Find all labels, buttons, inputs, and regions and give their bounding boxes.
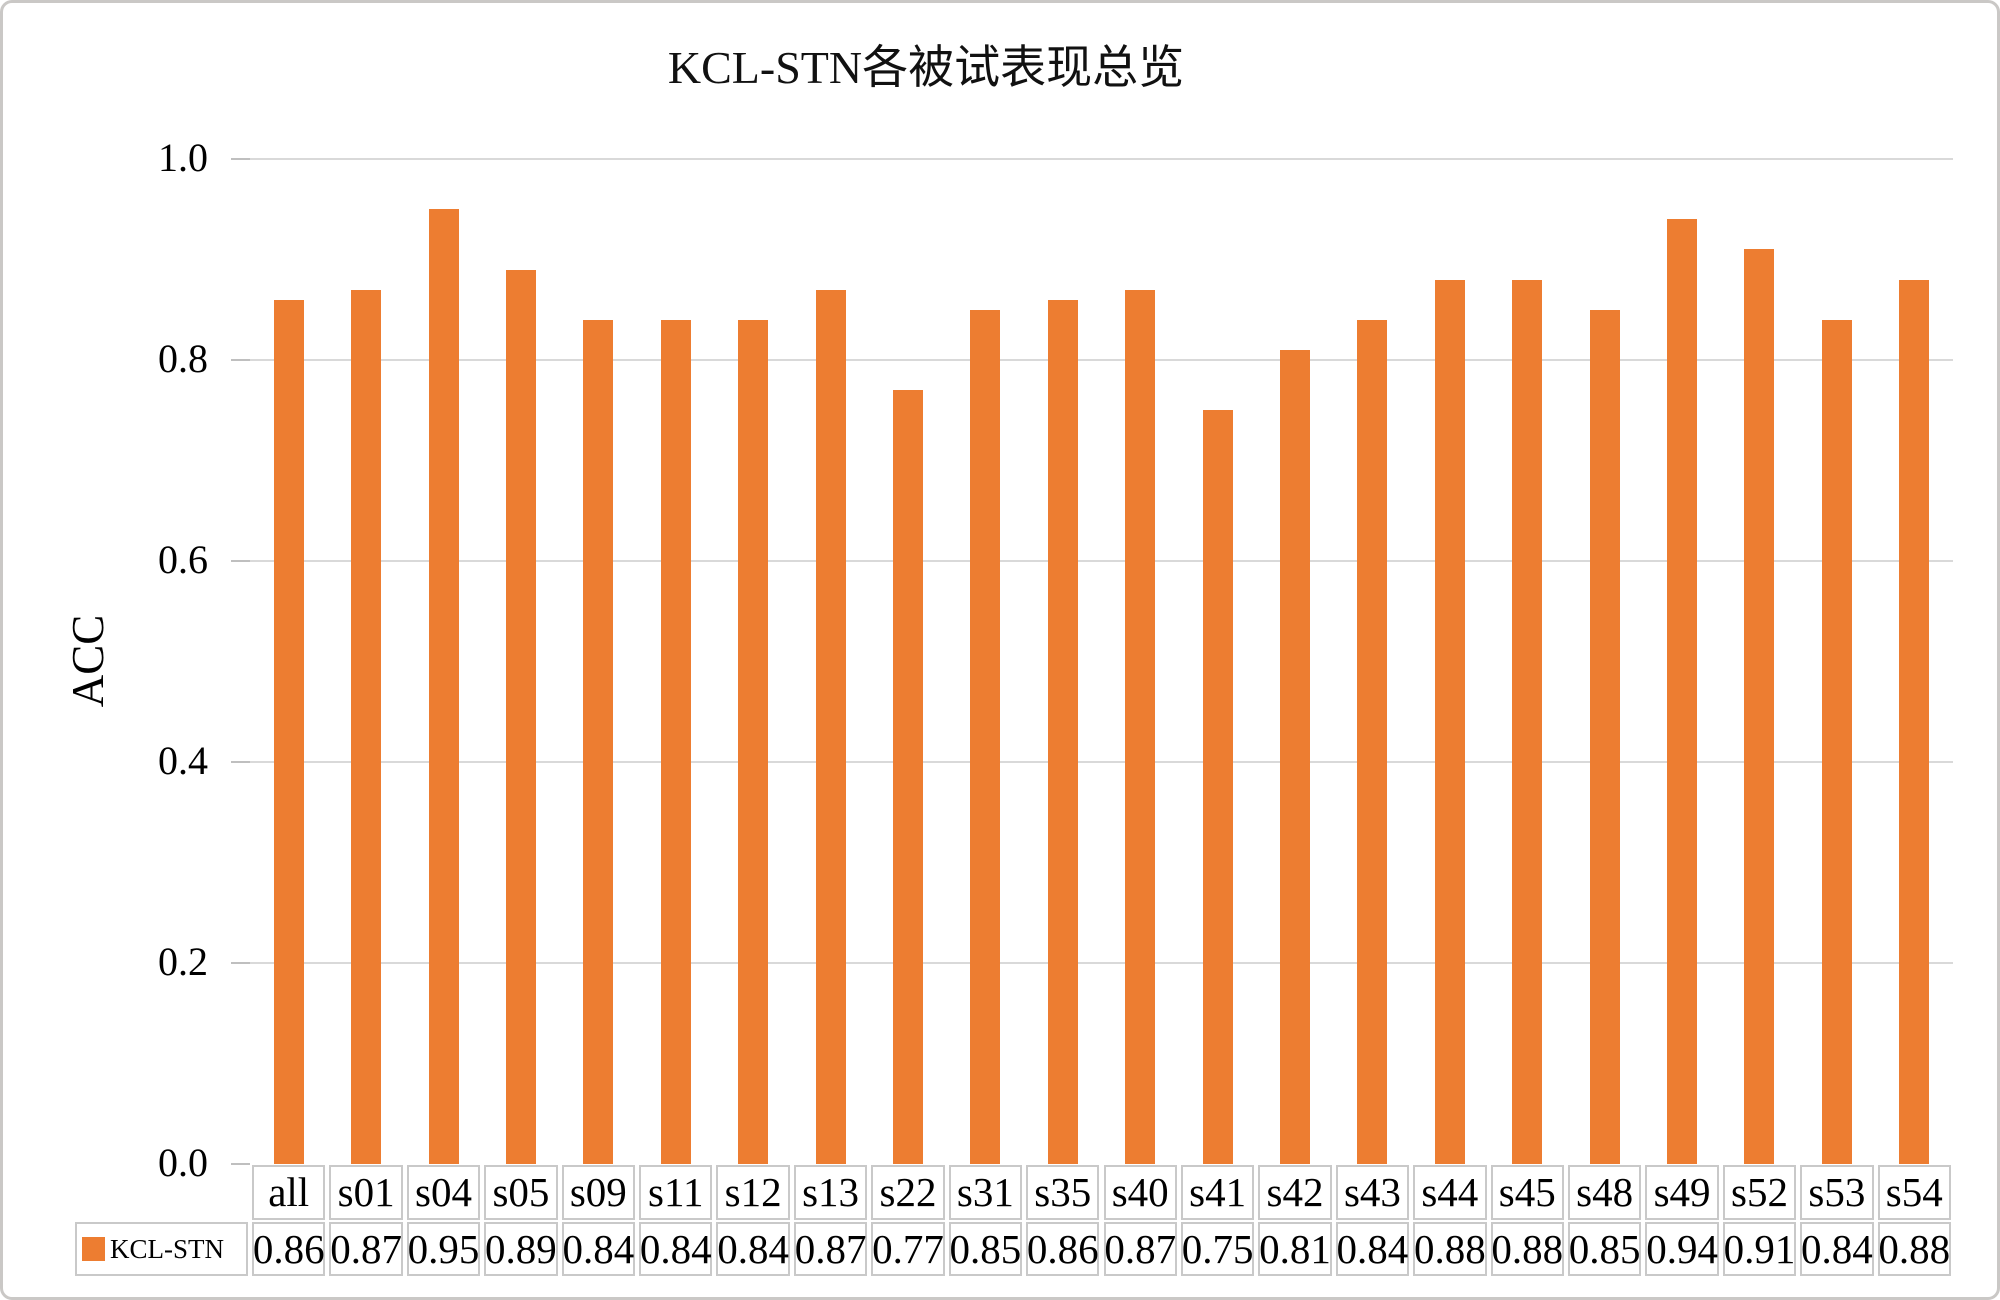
category-cell-s22: s22: [871, 1165, 945, 1220]
y-tick-label-0.4: 0.4: [158, 738, 208, 784]
legend-cell: KCL-STN: [75, 1222, 248, 1276]
legend-swatch-icon: [82, 1237, 105, 1261]
category-cell-s52: s52: [1722, 1165, 1797, 1220]
category-cell-s49: s49: [1645, 1165, 1719, 1220]
value-cell-s04: 0.95: [406, 1222, 481, 1276]
y-tick-mark-0.2: [231, 962, 250, 964]
category-cell-s40: s40: [1103, 1165, 1177, 1220]
y-tick-label-0.0: 0.0: [158, 1140, 208, 1186]
category-cell-s11: s11: [639, 1165, 713, 1220]
bar-s31: [970, 309, 1001, 1164]
bar-s22: [892, 390, 923, 1164]
category-cell-s01: s01: [329, 1165, 403, 1220]
bar-s52: [1744, 249, 1775, 1164]
legend-label: KCL-STN: [110, 1233, 224, 1264]
y-tick-mark-1.0: [231, 158, 250, 160]
bar-s54: [1899, 279, 1930, 1164]
y-tick-mark-0.8: [231, 359, 250, 361]
y-tick-mark-0.6: [231, 560, 250, 562]
category-cell-s54: s54: [1877, 1165, 1951, 1220]
value-cell-s42: 0.81: [1258, 1222, 1332, 1276]
category-cell-s12: s12: [716, 1165, 790, 1220]
y-tick-label-1.0: 1.0: [158, 135, 208, 181]
gridline-1.0: [250, 158, 1953, 160]
bar-s13: [815, 289, 846, 1164]
gridline-0.6: [250, 560, 1953, 562]
bar-s44: [1434, 279, 1465, 1164]
bar-all: [273, 299, 304, 1164]
category-cell-s42: s42: [1258, 1165, 1332, 1220]
y-axis-title: ACC: [63, 614, 113, 708]
category-cell-s05: s05: [484, 1165, 558, 1220]
gridline-0.2: [250, 962, 1953, 964]
y-tick-label-0.2: 0.2: [158, 939, 208, 985]
bar-s45: [1512, 279, 1543, 1164]
value-cell-s01: 0.87: [329, 1222, 403, 1276]
bar-s53: [1821, 319, 1852, 1164]
value-cell-s48: 0.85: [1567, 1222, 1642, 1276]
category-cell-s43: s43: [1335, 1165, 1410, 1220]
category-cell-s41: s41: [1180, 1165, 1255, 1220]
value-cell-s41: 0.75: [1180, 1222, 1255, 1276]
category-cell-all: all: [252, 1165, 326, 1220]
bar-s05: [505, 269, 536, 1164]
value-cell-s53: 0.84: [1800, 1222, 1874, 1276]
value-cell-s54: 0.88: [1877, 1222, 1951, 1276]
value-cell-s40: 0.87: [1103, 1222, 1177, 1276]
bar-s11: [660, 319, 691, 1164]
gridline-0.4: [250, 761, 1953, 763]
bar-s42: [1280, 349, 1311, 1164]
value-cell-s05: 0.89: [484, 1222, 558, 1276]
bar-s04: [428, 209, 459, 1164]
category-cell-s44: s44: [1413, 1165, 1487, 1220]
value-cell-s45: 0.88: [1490, 1222, 1564, 1276]
category-cell-s09: s09: [561, 1165, 636, 1220]
y-tick-mark-0.4: [231, 761, 250, 763]
value-cell-s43: 0.84: [1335, 1222, 1410, 1276]
category-cell-s53: s53: [1800, 1165, 1874, 1220]
value-cell-s11: 0.84: [639, 1222, 713, 1276]
chart-title: KCL-STN各被试表现总览: [667, 42, 1185, 93]
category-cell-s48: s48: [1567, 1165, 1642, 1220]
bar-s48: [1589, 309, 1620, 1164]
bar-s49: [1667, 219, 1698, 1164]
bar-s40: [1125, 289, 1156, 1164]
category-cell-s45: s45: [1490, 1165, 1564, 1220]
category-cell-s04: s04: [406, 1165, 481, 1220]
bar-s43: [1357, 319, 1388, 1164]
gridline-0.8: [250, 359, 1953, 361]
value-cell-s09: 0.84: [561, 1222, 636, 1276]
value-cell-s44: 0.88: [1413, 1222, 1487, 1276]
bar-s09: [583, 319, 614, 1164]
y-tick-mark-0.0: [231, 1163, 250, 1165]
value-cell-s31: 0.85: [948, 1222, 1023, 1276]
category-cell-s35: s35: [1026, 1165, 1100, 1220]
y-tick-label-0.6: 0.6: [158, 537, 208, 583]
bar-s01: [351, 289, 382, 1164]
value-cell-s12: 0.84: [716, 1222, 790, 1276]
value-cell-s13: 0.87: [793, 1222, 868, 1276]
value-cell-all: 0.86: [252, 1222, 326, 1276]
value-cell-s35: 0.86: [1026, 1222, 1100, 1276]
value-cell-s52: 0.91: [1722, 1222, 1797, 1276]
value-cell-s49: 0.94: [1645, 1222, 1719, 1276]
bar-s12: [738, 319, 769, 1164]
bar-s35: [1047, 299, 1078, 1164]
category-cell-s13: s13: [793, 1165, 868, 1220]
category-cell-s31: s31: [948, 1165, 1023, 1220]
bar-s41: [1202, 410, 1233, 1164]
value-cell-s22: 0.77: [871, 1222, 945, 1276]
y-tick-label-0.8: 0.8: [158, 336, 208, 382]
